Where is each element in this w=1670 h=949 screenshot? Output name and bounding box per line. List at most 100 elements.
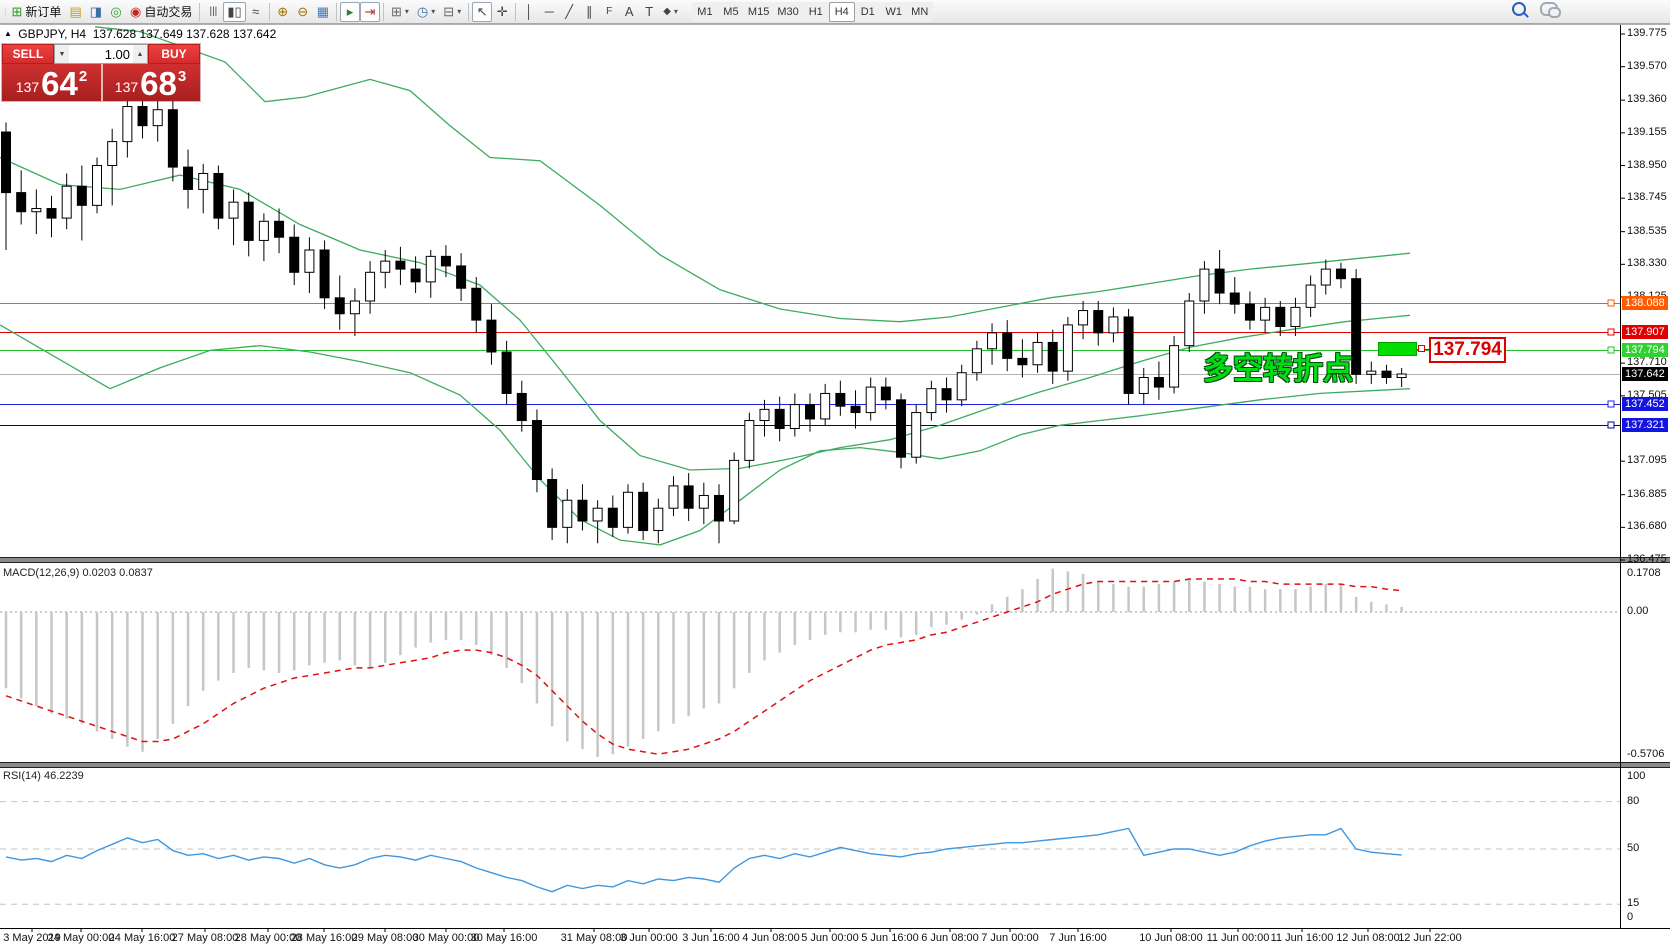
toolbar-right-icons xyxy=(1512,2,1561,18)
search-icon[interactable] xyxy=(1512,2,1526,16)
arrows-button[interactable]: ◆ ▾ xyxy=(659,2,682,22)
sell-button[interactable]: SELL xyxy=(2,44,54,64)
text-label-button[interactable]: T xyxy=(639,2,659,22)
green-highlight-rectangle[interactable] xyxy=(1378,342,1417,356)
indicators-list-caret-icon[interactable]: ▾ xyxy=(457,7,462,16)
tile-windows-button[interactable]: ▦ xyxy=(313,2,333,22)
price-tick-label: 138.330 xyxy=(1627,257,1667,269)
chart-shift-icon: ⇥ xyxy=(364,4,376,19)
toolbar-separator xyxy=(336,2,337,21)
line-chart-button[interactable]: ≈ xyxy=(246,2,266,22)
zoom-in-button[interactable]: ⊕ xyxy=(273,2,293,22)
price-line-label: 137.794 xyxy=(1622,343,1668,357)
callout-handle[interactable] xyxy=(1418,345,1425,352)
history-center-button[interactable]: ▤ xyxy=(65,2,85,22)
vertical-line-icon: │ xyxy=(525,4,534,19)
macd-indicator-label: MACD(12,26,9) 0.0203 0.0837 xyxy=(3,567,153,579)
volume-increase-button[interactable]: ▲ xyxy=(133,45,147,63)
time-tick-label: 29 May 08:00 xyxy=(351,932,419,944)
indicators-list-button[interactable]: ⊟ ▾ xyxy=(439,2,465,22)
buy-price-main: 68 xyxy=(140,65,177,102)
rsi-axis-label: 50 xyxy=(1627,842,1640,854)
chart-shift-button[interactable]: ⇥ xyxy=(360,1,380,22)
toolbar-separator xyxy=(268,2,270,21)
timeframe-h4-button[interactable]: H4 xyxy=(828,1,855,22)
rsi-axis-label: 100 xyxy=(1627,770,1646,782)
price-line-label: 137.907 xyxy=(1622,325,1668,339)
timeframe-m15-button[interactable]: M15 xyxy=(743,1,774,22)
bar-chart-button[interactable]: ||| xyxy=(203,2,223,22)
cursor-button[interactable]: ↖ xyxy=(472,1,493,22)
price-callout-label[interactable]: 137.794 xyxy=(1429,337,1506,363)
time-tick-label: 4 Jun 08:00 xyxy=(742,932,800,944)
volume-decrease-button[interactable]: ▼ xyxy=(55,45,69,63)
new-order-button[interactable]: ⊞ 新订单 xyxy=(8,2,66,22)
time-tick-label: 31 May 08:00 xyxy=(560,932,628,944)
horizontal-line-button[interactable]: ─ xyxy=(539,2,559,22)
auto-scroll-button[interactable]: ▸ xyxy=(340,1,360,22)
price-line-label: 137.321 xyxy=(1622,418,1668,432)
new-chart-button[interactable]: ⊞ ▾ xyxy=(387,2,413,22)
buy-price-display[interactable]: 137 68 3 xyxy=(101,64,200,101)
ohlc-values: 137.628 137.649 137.628 137.642 xyxy=(92,27,277,41)
time-tick-label: 28 May 16:00 xyxy=(290,932,358,944)
toolbar-separator xyxy=(383,2,384,21)
sell-price-base: 137 xyxy=(15,79,40,95)
timeframe-m5-button[interactable]: M5 xyxy=(717,1,744,22)
text-button[interactable]: A xyxy=(619,2,639,22)
price-tick-label: 136.680 xyxy=(1627,520,1667,532)
profiles-caret-icon[interactable]: ▾ xyxy=(431,7,436,16)
turning-point-annotation[interactable]: 多空转折点 xyxy=(1203,353,1353,386)
price-tick-label: 138.950 xyxy=(1627,159,1667,171)
equidistant-channel-icon: ∥ xyxy=(585,4,593,19)
equidistant-channel-button[interactable]: ∥ xyxy=(579,2,599,22)
price-tick-label: 139.775 xyxy=(1627,27,1667,39)
trendline-button[interactable]: ╱ xyxy=(559,2,579,22)
auto-trading-button[interactable]: ◉ 自动交易 xyxy=(126,2,196,22)
text-label-icon: T xyxy=(645,4,654,19)
timeframe-mn-button[interactable]: MN xyxy=(906,1,933,22)
toolbar-grip[interactable]: ⁞ xyxy=(4,6,6,17)
timeframe-group: M1 M5 M15 M30 H1 H4 D1 W1 MN xyxy=(691,1,933,22)
macd-axis-label: 0.00 xyxy=(1627,605,1649,617)
timeframe-m30-button[interactable]: M30 xyxy=(773,1,803,22)
time-tick-label: 30 May 00:00 xyxy=(412,932,480,944)
signals-button[interactable]: ◎ xyxy=(106,2,126,22)
timeframe-w1-button[interactable]: W1 xyxy=(880,1,907,22)
buy-button[interactable]: BUY xyxy=(148,44,200,64)
time-tick-label: 28 May 00:00 xyxy=(234,932,302,944)
candlestick-chart-button[interactable]: ▮▯ xyxy=(223,1,246,22)
timeframe-m1-button[interactable]: M1 xyxy=(691,1,718,22)
volume-input[interactable] xyxy=(69,45,133,63)
time-tick-label: 5 Jun 16:00 xyxy=(861,932,919,944)
time-tick-label: 7 Jun 00:00 xyxy=(981,932,1039,944)
time-tick-label: 11 Jun 16:00 xyxy=(1270,932,1334,944)
toolbar-separator xyxy=(199,2,201,21)
trendline-icon: ╱ xyxy=(565,4,574,19)
fibonacci-button[interactable]: F xyxy=(599,2,619,22)
price-tick-label: 138.745 xyxy=(1627,191,1667,203)
scroll-marker-icon: ▲ xyxy=(4,29,12,38)
crosshair-button[interactable]: ✛ xyxy=(492,2,512,22)
price-tick-label: 139.155 xyxy=(1627,126,1667,138)
rsi-axis-label: 15 xyxy=(1627,897,1640,909)
time-tick-label: 10 Jun 08:00 xyxy=(1139,932,1203,944)
time-tick-label: 27 May 08:00 xyxy=(171,932,239,944)
sell-price-display[interactable]: 137 64 2 xyxy=(2,64,101,101)
zoom-out-button[interactable]: ⊖ xyxy=(293,2,313,22)
timeframe-h1-button[interactable]: H1 xyxy=(802,1,829,22)
text-icon: A xyxy=(624,4,634,19)
market-watch-button[interactable]: ◨ xyxy=(86,2,106,22)
rsi-indicator-label: RSI(14) 46.2239 xyxy=(3,770,84,782)
new-chart-caret-icon[interactable]: ▾ xyxy=(404,7,409,16)
arrows-icon: ◆ xyxy=(663,6,671,17)
profiles-button[interactable]: ◷ ▾ xyxy=(413,2,439,22)
vertical-line-button[interactable]: │ xyxy=(519,2,539,22)
arrows-caret-icon[interactable]: ▾ xyxy=(673,7,678,16)
chat-icon[interactable] xyxy=(1540,2,1561,18)
timeframe-d1-button[interactable]: D1 xyxy=(854,1,881,22)
time-tick-label: 7 Jun 16:00 xyxy=(1049,932,1107,944)
